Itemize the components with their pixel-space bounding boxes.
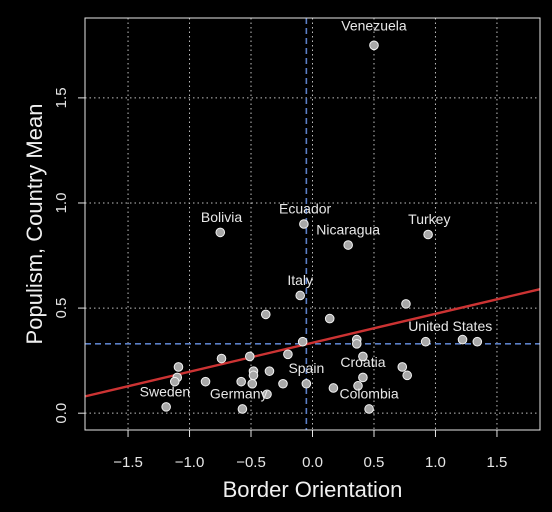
data-point (457, 334, 468, 345)
data-point (295, 290, 306, 301)
data-point (247, 378, 258, 389)
data-point (423, 229, 433, 240)
data-point (472, 336, 483, 347)
data-point (215, 227, 226, 238)
data-point (173, 362, 184, 372)
data-point (260, 309, 271, 320)
x-tick-label: −1.0 (175, 454, 205, 471)
x-tick-label: −0.5 (236, 454, 266, 471)
data-point (351, 339, 362, 349)
axes: −1.5 −1.0 −0.5 0.0 0.5 1.0 1.5 0.0 0.5 1.0 1.5 (53, 87, 507, 471)
data-point (343, 240, 353, 250)
data-point (297, 336, 308, 347)
data-point (262, 389, 272, 400)
data-point (353, 381, 363, 391)
data-point (397, 362, 408, 372)
regression-line-group (84, 287, 541, 398)
data-point (369, 40, 379, 51)
y-tick-label: 1.0 (53, 193, 70, 214)
data-points (161, 40, 483, 414)
point-label: Italy (287, 272, 313, 288)
data-point (237, 404, 248, 414)
data-point (299, 219, 309, 229)
data-point (248, 370, 259, 381)
data-point (278, 378, 288, 389)
point-label: Sweden (140, 383, 191, 399)
data-point (420, 336, 431, 347)
data-point (161, 402, 171, 412)
data-point (401, 299, 411, 309)
data-point (364, 404, 374, 414)
point-label: Nicaragua (316, 222, 380, 238)
data-point (402, 370, 412, 381)
point-label: United States (408, 318, 492, 334)
data-point (324, 313, 335, 324)
data-point (169, 376, 180, 387)
y-tick-label: 1.5 (53, 87, 70, 108)
x-axis-title: Border Orientation (223, 477, 403, 502)
x-tick-label: −1.5 (113, 454, 143, 471)
data-point (358, 372, 368, 383)
point-label: Spain (288, 360, 324, 376)
point-label: Bolivia (201, 209, 242, 225)
data-point (301, 378, 312, 389)
point-label: Turkey (408, 211, 450, 227)
data-point (264, 366, 275, 376)
data-point (328, 383, 339, 393)
y-axis-title: Populism, Country Mean (22, 104, 47, 345)
point-label: Colombia (339, 385, 398, 401)
x-tick-label: 0.5 (364, 454, 385, 471)
x-tick-label: 1.0 (425, 454, 446, 471)
data-point (216, 353, 227, 364)
x-tick-label: 0.0 (302, 454, 323, 471)
point-label: Germany (210, 385, 268, 401)
data-point (283, 349, 293, 360)
point-label: Croatia (340, 354, 385, 370)
data-point (236, 376, 246, 387)
point-label: Venezuela (341, 18, 407, 34)
data-point (200, 376, 211, 387)
point-label: Ecuador (279, 200, 331, 216)
regression-line (84, 287, 541, 398)
y-tick-label: 0.5 (53, 298, 70, 319)
data-point (244, 351, 255, 362)
y-tick-label: 0.0 (53, 403, 70, 424)
x-tick-label: 1.5 (487, 454, 508, 471)
data-point (358, 351, 368, 362)
point-labels: Venezuela Ecuador Bolivia Turkey Nicaragua It… (140, 18, 493, 402)
